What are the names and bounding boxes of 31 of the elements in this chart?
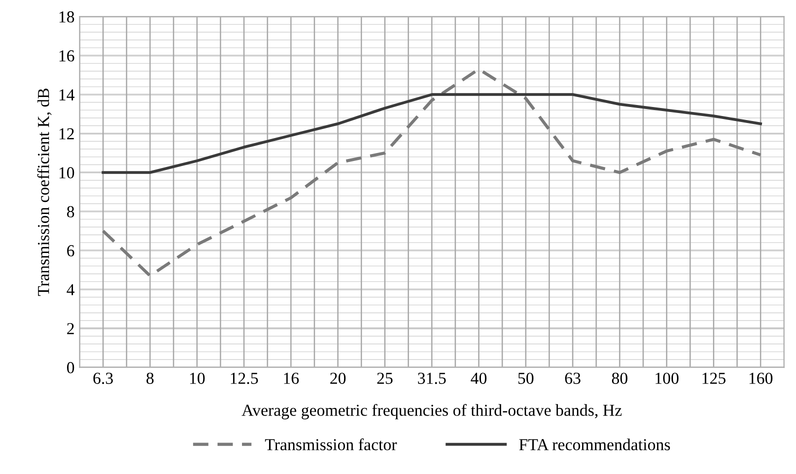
legend-label: Transmission factor bbox=[265, 438, 397, 450]
x-tick-label: 10 bbox=[190, 372, 205, 384]
y-tick-label: 8 bbox=[67, 206, 74, 218]
x-tick-label: 80 bbox=[612, 372, 628, 384]
x-tick-label: 31.5 bbox=[418, 372, 446, 384]
y-tick-label: 4 bbox=[66, 284, 74, 296]
x-tick-label: 8 bbox=[146, 372, 154, 384]
x-tick-label: 63 bbox=[565, 372, 580, 384]
x-tick-label: 16 bbox=[284, 372, 299, 384]
x-tick-label: 6.3 bbox=[93, 372, 113, 384]
y-axis-title: Transmission coefficient K, dB bbox=[37, 88, 52, 296]
x-tick-label: 25 bbox=[377, 372, 393, 384]
x-tick-label: 40 bbox=[470, 372, 486, 384]
legend-label: FTA recommendations bbox=[519, 438, 670, 450]
x-tick-label: 100 bbox=[656, 372, 679, 384]
x-tick-label: 160 bbox=[750, 372, 772, 384]
y-tick-label: 10 bbox=[60, 167, 74, 178]
y-tick-label: 18 bbox=[60, 11, 74, 23]
x-tick-label: 125 bbox=[702, 372, 726, 384]
y-tick-label: 0 bbox=[67, 362, 74, 374]
x-tick-label: 12.5 bbox=[230, 372, 258, 384]
y-tick-label: 6 bbox=[67, 245, 74, 256]
y-tick-label: 16 bbox=[60, 50, 74, 62]
y-tick-label: 2 bbox=[67, 323, 74, 334]
y-tick-label: 12 bbox=[60, 128, 74, 140]
y-tick-label: 14 bbox=[60, 89, 74, 100]
x-tick-label: 50 bbox=[518, 372, 534, 384]
line-series bbox=[102, 93, 762, 174]
x-axis-title: Average geometric frequencies of third-octave bands, Hz bbox=[242, 404, 622, 420]
line-series bbox=[102, 68, 762, 278]
x-tick-label: 20 bbox=[330, 372, 346, 384]
